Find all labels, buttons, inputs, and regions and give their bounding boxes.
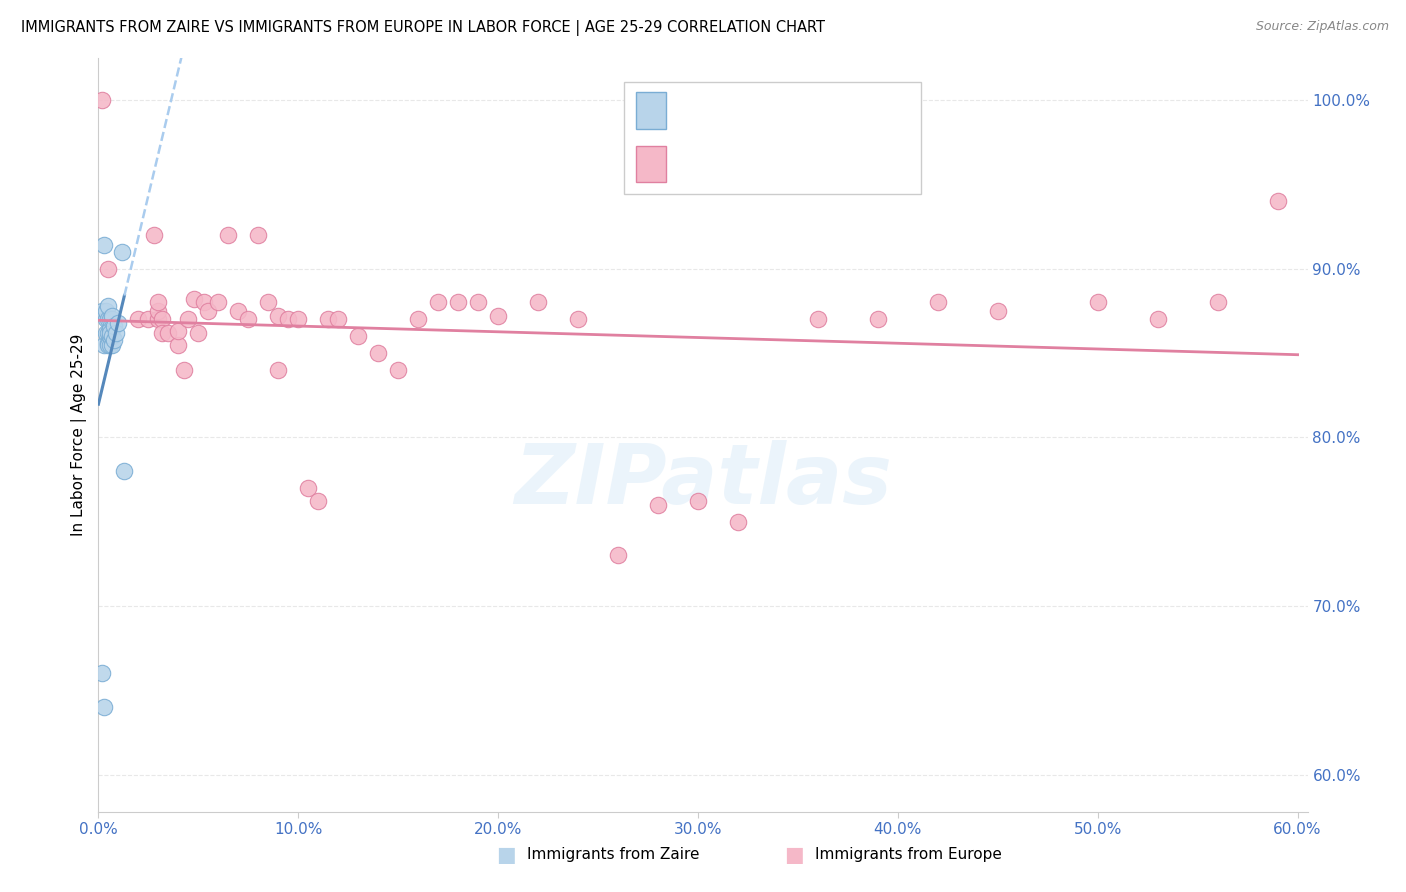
Point [207, 295, 229, 310]
Point [138, 312, 160, 326]
Point [527, 295, 550, 310]
Point [277, 312, 299, 326]
Point [96, 312, 118, 326]
Point [148, 312, 170, 326]
Point [927, 295, 949, 310]
Point [316, 312, 339, 326]
Point [100, 312, 122, 326]
Point [387, 363, 409, 377]
Point [647, 498, 669, 512]
Point [228, 304, 250, 318]
Point [167, 337, 190, 351]
Point [167, 324, 190, 338]
Text: Immigrants from Europe: Immigrants from Europe [815, 847, 1002, 862]
Point [427, 295, 450, 310]
Point [727, 515, 749, 529]
Point [367, 346, 389, 360]
Point [101, 309, 124, 323]
Point [97, 326, 120, 340]
Point [103, 319, 125, 334]
Point [97, 337, 120, 351]
Point [150, 312, 173, 326]
Point [247, 227, 270, 242]
Point [143, 227, 166, 242]
Point [187, 326, 209, 340]
Point [347, 329, 370, 343]
Point [987, 304, 1010, 318]
Point [100, 337, 122, 351]
Point [807, 312, 830, 326]
Point [257, 295, 280, 310]
Point [91, 304, 114, 318]
Point [107, 316, 129, 330]
Point [686, 494, 709, 508]
Point [105, 326, 128, 340]
Point [100, 329, 122, 343]
Point [406, 312, 429, 326]
Point [101, 337, 124, 351]
Point [197, 304, 219, 318]
Point [96, 326, 118, 340]
Point [267, 309, 290, 323]
Point [100, 322, 122, 336]
Text: Immigrants from Zaire: Immigrants from Zaire [527, 847, 700, 862]
Text: IMMIGRANTS FROM ZAIRE VS IMMIGRANTS FROM EUROPE IN LABOR FORCE | AGE 25-29 CORRE: IMMIGRANTS FROM ZAIRE VS IMMIGRANTS FROM… [21, 20, 825, 36]
Text: ■: ■ [785, 845, 804, 864]
Point [97, 312, 120, 326]
Point [91, 93, 114, 107]
Point [1206, 295, 1229, 310]
Y-axis label: In Labor Force | Age 25-29: In Labor Force | Age 25-29 [72, 334, 87, 536]
Point [328, 312, 350, 326]
Text: ZIPatlas: ZIPatlas [515, 440, 891, 521]
Point [287, 312, 309, 326]
Point [157, 326, 180, 340]
Point [297, 481, 319, 495]
Point [1267, 194, 1289, 209]
Point [93, 238, 115, 252]
Point [97, 299, 120, 313]
Point [238, 312, 260, 326]
Point [100, 326, 122, 340]
Point [217, 227, 239, 242]
Point [101, 312, 124, 326]
Point [112, 464, 135, 478]
Point [148, 304, 170, 318]
Point [148, 295, 170, 310]
Point [467, 295, 489, 310]
Point [93, 337, 115, 351]
Point [173, 363, 195, 377]
Point [193, 295, 215, 310]
Point [1146, 312, 1168, 326]
Point [567, 312, 589, 326]
Point [96, 304, 118, 318]
Point [267, 363, 290, 377]
Point [307, 494, 329, 508]
Point [127, 312, 149, 326]
Point [93, 700, 115, 714]
Point [97, 261, 120, 276]
Point [103, 333, 125, 347]
Point [1087, 295, 1109, 310]
Point [177, 312, 200, 326]
Point [111, 244, 134, 259]
Point [183, 292, 205, 306]
Point [150, 326, 173, 340]
Text: Source: ZipAtlas.com: Source: ZipAtlas.com [1256, 20, 1389, 33]
Point [607, 549, 630, 563]
Point [97, 335, 120, 350]
Point [866, 312, 889, 326]
Point [91, 666, 114, 681]
Point [101, 329, 124, 343]
Point [447, 295, 470, 310]
Text: ■: ■ [496, 845, 516, 864]
Point [486, 309, 509, 323]
